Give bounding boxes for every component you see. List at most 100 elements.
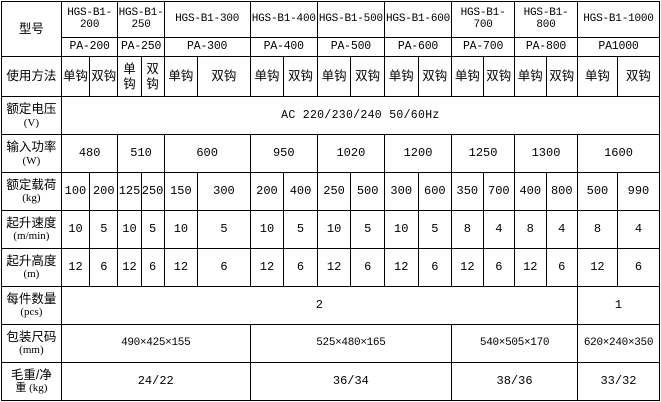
rated-load-value: 300 <box>383 172 419 212</box>
pa-code-cell: PA-600 <box>383 36 453 57</box>
lifting-speed-value: 10 <box>383 210 419 250</box>
gross-net-weight-value: 33/32 <box>577 361 660 402</box>
lifting-height-value: 12 <box>249 248 285 288</box>
model-cell: HGS-B1-400 <box>249 1 318 38</box>
lifting-speed-value: 5 <box>417 210 453 250</box>
input-power-value: 950 <box>249 134 318 174</box>
lifting-height-value: 12 <box>117 248 142 288</box>
lifting-height-value: 6 <box>616 248 661 288</box>
lifting-speed-value: 4 <box>482 210 516 250</box>
rated-load-value: 500 <box>577 172 618 212</box>
rated-load-value: 250 <box>140 172 165 212</box>
table-row-input-power: 输入功率 (W) 480 510 600 950 1020 1200 1250 … <box>1 134 660 174</box>
rated-load-value: 400 <box>514 172 547 212</box>
lifting-speed-value: 4 <box>545 210 579 250</box>
lifting-height-value: 6 <box>417 248 453 288</box>
row-label-model: 型号 <box>1 1 62 57</box>
lifting-speed-value: 5 <box>197 210 251 250</box>
hook-type-single: 单钩 <box>60 55 91 98</box>
pa-code-cell: PA-400 <box>249 36 318 57</box>
input-power-value: 1250 <box>451 134 516 174</box>
input-power-value: 1600 <box>577 134 660 174</box>
hook-type-single: 单钩 <box>163 55 199 98</box>
lifting-speed-value: 10 <box>316 210 352 250</box>
pa-code-cell: PA-800 <box>514 36 578 57</box>
lifting-speed-value: 5 <box>89 210 119 250</box>
rated-load-value: 800 <box>545 172 579 212</box>
hook-type-single: 单钩 <box>316 55 352 98</box>
hook-type-double: 双钩 <box>482 55 516 98</box>
lifting-height-value: 12 <box>383 248 419 288</box>
rated-load-value: 300 <box>197 172 251 212</box>
lifting-speed-value: 5 <box>350 210 385 250</box>
table-row-lifting-speed: 起升速度 (m/min) 10 5 10 5 10 5 10 5 10 5 10… <box>1 210 661 250</box>
table-row-model: 型号 HGS-B1-200 HGS-B1-250 HGS-B1-300 HGS-… <box>1 1 660 57</box>
hook-type-single: 单钩 <box>451 55 484 98</box>
rated-load-value: 500 <box>350 172 385 212</box>
input-power-value: 1200 <box>383 134 453 174</box>
model-cell: HGS-B1-700 <box>451 1 516 38</box>
hook-type-double: 双钩 <box>283 55 318 98</box>
row-label-usage-method: 使用方法 <box>1 55 62 98</box>
hook-type-double: 双钩 <box>350 55 385 98</box>
table-row-qty-per-package: 每件数量 (pcs) 2 1 <box>1 286 660 325</box>
lifting-height-value: 6 <box>283 248 318 288</box>
lifting-height-value: 12 <box>514 248 547 288</box>
hook-type-double: 双钩 <box>140 55 165 98</box>
row-label-input-power: 输入功率 (W) <box>1 134 62 174</box>
row-label-lifting-height: 起升高度 (m) <box>1 248 62 288</box>
table-row-usage-method: 使用方法 单钩 双钩 单钩 双钩 单钩 双钩 单钩 双钩 单钩 双钩 单钩 双钩… <box>1 55 661 98</box>
model-cell: HGS-B1-500 <box>316 1 385 38</box>
rated-load-value: 125 <box>117 172 142 212</box>
lifting-speed-value: 4 <box>616 210 661 250</box>
input-power-value: 600 <box>163 134 251 174</box>
lifting-speed-value: 8 <box>451 210 484 250</box>
table-row-rated-voltage: 额定电压 (V) AC 220/230/240 50/60Hz <box>1 96 661 136</box>
gross-net-weight-value: 36/34 <box>249 361 453 402</box>
hook-type-single: 单钩 <box>514 55 547 98</box>
input-power-value: 510 <box>117 134 165 174</box>
input-power-value: 1020 <box>316 134 385 174</box>
hook-type-single: 单钩 <box>249 55 285 98</box>
hook-type-double: 双钩 <box>417 55 453 98</box>
rated-load-value: 400 <box>283 172 318 212</box>
lifting-height-value: 12 <box>60 248 91 288</box>
pa-code-cell: PA-200 <box>60 36 119 57</box>
lifting-height-value: 6 <box>140 248 165 288</box>
lifting-speed-value: 8 <box>577 210 618 250</box>
pa-code-cell: PA-500 <box>316 36 385 57</box>
model-cell: HGS-B1-300 <box>163 1 251 38</box>
lifting-height-value: 6 <box>545 248 579 288</box>
rated-voltage-value: AC 220/230/240 50/60Hz <box>60 96 661 136</box>
hook-type-double: 双钩 <box>616 55 661 98</box>
rated-load-value: 350 <box>451 172 484 212</box>
rated-load-value: 250 <box>316 172 352 212</box>
lifting-speed-value: 10 <box>163 210 199 250</box>
row-label-rated-load: 额定载荷 (kg) <box>1 172 62 212</box>
row-label-qty-per-package: 每件数量 (pcs) <box>1 286 62 325</box>
qty-per-package-value: 2 <box>60 286 579 325</box>
lifting-height-value: 12 <box>451 248 484 288</box>
lifting-speed-value: 10 <box>60 210 91 250</box>
lifting-speed-value: 5 <box>283 210 318 250</box>
rated-load-value: 200 <box>89 172 119 212</box>
model-cell: HGS-B1-200 <box>60 1 119 38</box>
hook-type-single: 单钩 <box>577 55 618 98</box>
row-label-lifting-speed: 起升速度 (m/min) <box>1 210 62 250</box>
model-cell: HGS-B1-250 <box>117 1 165 38</box>
table-row-lifting-height: 起升高度 (m) 12 6 12 6 12 6 12 6 12 6 12 6 1… <box>1 248 661 288</box>
rated-load-value: 100 <box>60 172 91 212</box>
hook-type-single: 单钩 <box>117 55 142 98</box>
lifting-speed-value: 10 <box>117 210 142 250</box>
rated-load-value: 600 <box>417 172 453 212</box>
lifting-height-value: 12 <box>316 248 352 288</box>
input-power-value: 480 <box>60 134 119 174</box>
pa-code-cell: PA-250 <box>117 36 165 57</box>
hook-type-double: 双钩 <box>545 55 579 98</box>
gross-net-weight-value: 24/22 <box>60 361 251 402</box>
hook-type-double: 双钩 <box>197 55 251 98</box>
model-cell: HGS-B1-800 <box>514 1 578 38</box>
rated-load-value: 700 <box>482 172 516 212</box>
row-label-gross-net-weight: 毛重/净 重 (kg) <box>1 361 62 402</box>
